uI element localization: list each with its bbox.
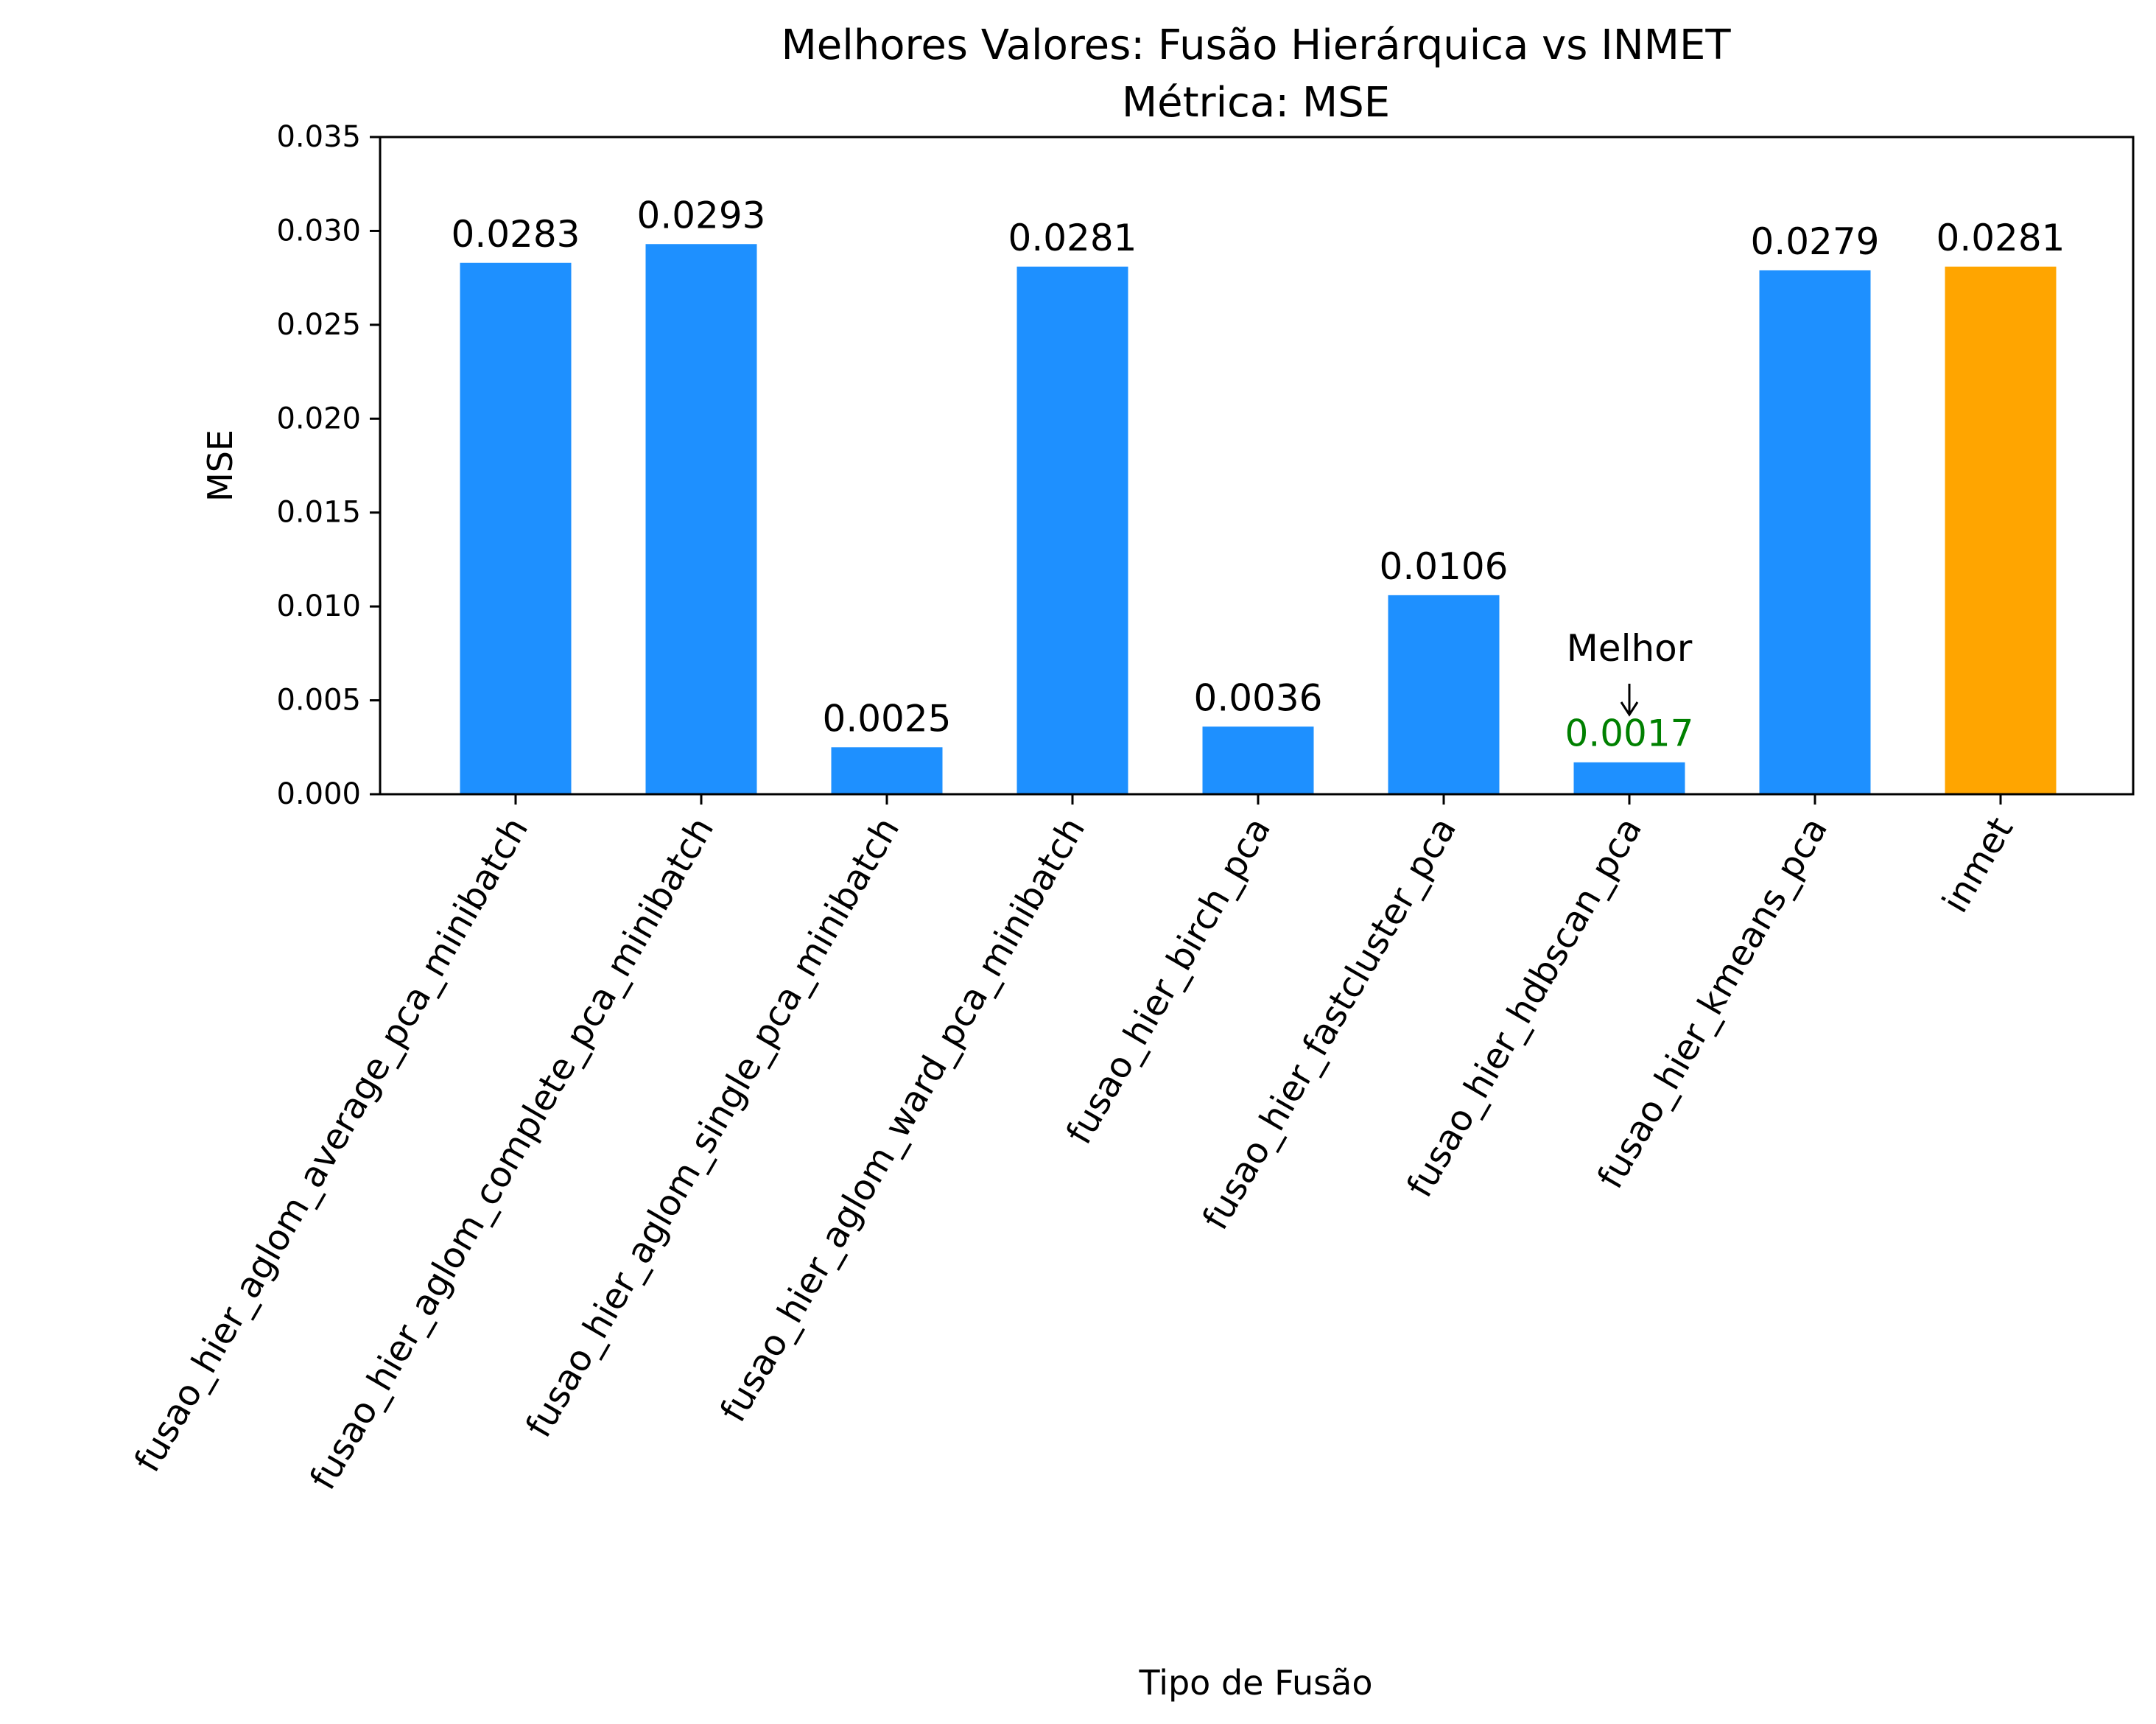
- bar-fusao_hier_aglom_ward_pca_minibatch: [1016, 266, 1128, 794]
- value-label-fusao_hier_hdbscan_pca: 0.0017: [1565, 712, 1694, 755]
- y-axis-ticks: 0.000 0.005 0.010 0.015 0.020 0.025 0.030 0.035: [276, 120, 380, 811]
- y-tick-label-0.010: 0.010: [276, 589, 361, 623]
- value-label-fusao_hier_aglom_ward_pca_minibatch: 0.0281: [1008, 217, 1137, 259]
- y-axis-label: MSE: [200, 430, 240, 502]
- bar-fusao_hier_aglom_average_pca_minibatch: [460, 262, 572, 794]
- value-labels-layer: 0.0283 0.0293 0.0025 0.0281 0.0036 0.0106 0.00…: [452, 194, 2065, 754]
- value-label-fusao_hier_kmeans_pca: 0.0279: [1751, 220, 1880, 263]
- y-tick-label-0.015: 0.015: [276, 496, 361, 530]
- bar-fusao_hier_aglom_single_pca_minibatch: [831, 747, 943, 794]
- y-tick-label-0.030: 0.030: [276, 214, 361, 248]
- chart-subtitle: Métrica: MSE: [1122, 79, 1390, 127]
- value-label-fusao_hier_aglom_single_pca_minibatch: 0.0025: [823, 697, 952, 740]
- bar-inmet: [1945, 266, 2057, 794]
- y-tick-label-0.000: 0.000: [276, 777, 361, 811]
- bar-fusao_hier_fastcluster_pca: [1388, 595, 1500, 794]
- y-tick-label-0.020: 0.020: [276, 402, 361, 435]
- y-tick-label-0.005: 0.005: [276, 684, 361, 718]
- bar-fusao_hier_aglom_complete_pca_minibatch: [645, 244, 757, 795]
- chart-title: Melhores Valores: Fusão Hierárquica vs I…: [781, 21, 1731, 69]
- annotation-arrow-head: [1620, 701, 1639, 717]
- value-label-fusao_hier_aglom_average_pca_minibatch: 0.0283: [452, 213, 580, 256]
- annotation-layer: Melhor: [1567, 627, 1693, 717]
- x-axis-label: Tipo de Fusão: [1139, 1663, 1373, 1703]
- annotation-melhor: Melhor: [1567, 627, 1693, 670]
- value-label-fusao_hier_aglom_complete_pca_minibatch: 0.0293: [637, 194, 766, 236]
- bar-fusao_hier_birch_pca: [1202, 726, 1314, 794]
- value-label-inmet: 0.0281: [1936, 217, 2065, 259]
- bars-layer: [460, 244, 2057, 795]
- bar-fusao_hier_kmeans_pca: [1759, 270, 1871, 794]
- y-tick-label-0.025: 0.025: [276, 308, 361, 342]
- value-label-fusao_hier_birch_pca: 0.0036: [1194, 676, 1323, 719]
- plot-frame: [379, 136, 2135, 796]
- value-label-fusao_hier_fastcluster_pca: 0.0106: [1380, 545, 1509, 588]
- bar-fusao_hier_hdbscan_pca: [1573, 762, 1685, 794]
- y-tick-label-0.035: 0.035: [276, 120, 361, 154]
